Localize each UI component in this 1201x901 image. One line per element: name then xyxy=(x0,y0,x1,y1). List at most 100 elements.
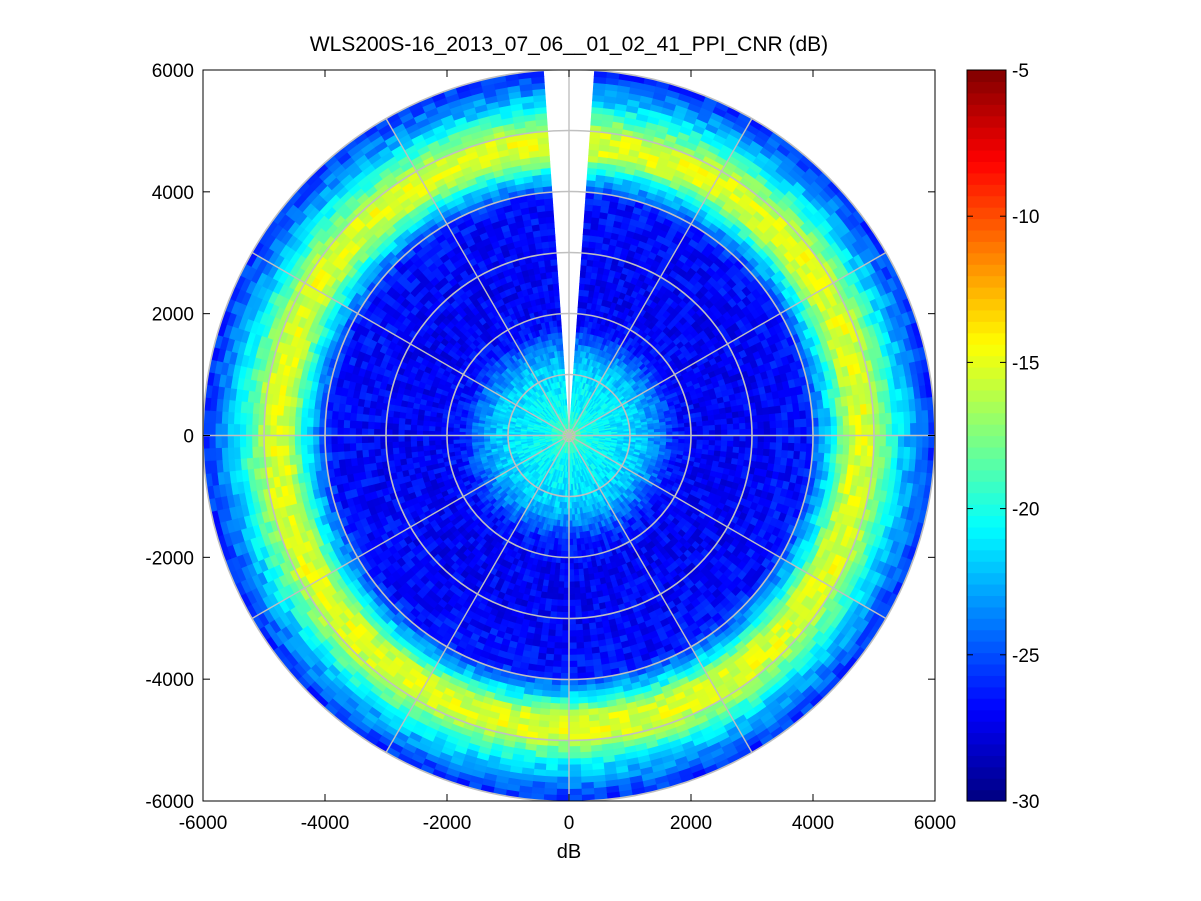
heatmap-cell xyxy=(556,599,564,607)
heatmap-cell xyxy=(550,598,558,607)
heatmap-cell xyxy=(434,435,442,441)
heatmap-cell xyxy=(653,428,661,433)
heatmap-cell xyxy=(398,446,406,454)
heatmap-cell xyxy=(434,430,442,436)
heatmap-cell xyxy=(720,424,728,431)
heatmap-cell xyxy=(708,430,716,436)
heatmap-cell xyxy=(732,446,740,454)
heatmap-cell xyxy=(551,592,559,601)
heatmap-cell xyxy=(578,568,584,576)
heatmap-cell xyxy=(739,441,747,449)
heatmap-cell xyxy=(568,575,575,583)
heatmap-cell xyxy=(547,283,555,291)
heatmap-cell xyxy=(410,451,419,458)
heatmap-cell xyxy=(696,421,704,427)
heatmap-cell xyxy=(404,423,412,431)
heatmap-cell xyxy=(579,270,587,279)
heatmap-cell xyxy=(702,425,710,432)
heatmap-cell xyxy=(702,439,710,446)
heatmap-cell xyxy=(397,435,405,442)
heatmap-cell xyxy=(568,599,576,607)
heatmap-cell xyxy=(696,435,704,441)
heatmap-cell xyxy=(553,289,560,297)
heatmap-cell xyxy=(573,575,580,583)
heatmap-cell xyxy=(554,295,560,303)
heatmap-cell xyxy=(579,276,586,285)
heatmap-cell xyxy=(739,429,747,436)
heatmap-cell xyxy=(465,438,472,444)
heatmap-cell xyxy=(583,580,591,588)
heatmap-cell xyxy=(562,599,570,607)
heatmap-cell xyxy=(562,380,566,388)
heatmap-cell xyxy=(726,446,734,454)
heatmap-cell xyxy=(572,544,578,552)
heatmap-cell xyxy=(568,593,576,601)
heatmap-cell xyxy=(554,301,561,309)
heatmap-cell xyxy=(708,435,716,441)
heatmap-cell xyxy=(403,429,411,436)
heatmap-cell xyxy=(546,277,554,285)
heatmap-cell xyxy=(672,427,680,433)
heatmap-cell xyxy=(731,411,740,419)
heatmap-cell xyxy=(545,271,553,279)
heatmap-cell xyxy=(416,424,424,431)
heatmap-cell xyxy=(715,429,722,436)
heatmap-cell xyxy=(557,587,564,595)
heatmap-cell xyxy=(559,349,564,357)
heatmap-cell xyxy=(577,562,584,570)
heatmap-cell xyxy=(557,593,564,601)
heatmap-cell xyxy=(557,331,563,339)
heatmap-cell xyxy=(558,569,565,577)
heatmap-cell xyxy=(584,586,592,594)
heatmap-cell xyxy=(702,430,710,436)
heatmap-cell xyxy=(580,258,588,266)
heatmap-cell xyxy=(416,435,423,442)
heatmap-cell xyxy=(677,423,685,429)
heatmap-cell xyxy=(404,417,412,425)
chart-title: WLS200S-16_2013_07_06__01_02_41_PPI_CNR … xyxy=(310,33,828,56)
heatmap-cell xyxy=(713,413,721,421)
heatmap-cell xyxy=(571,520,576,528)
heatmap-cell xyxy=(564,563,570,571)
cnr-heatmap-cells xyxy=(203,70,935,801)
heatmap-cell xyxy=(404,446,412,454)
heatmap-cell xyxy=(416,445,424,452)
heatmap-cell xyxy=(571,526,577,534)
heatmap-cell xyxy=(398,417,406,425)
heatmap-cell xyxy=(458,438,466,444)
heatmap-cell xyxy=(568,581,575,589)
heatmap-cell xyxy=(552,580,560,588)
heatmap-cell xyxy=(428,435,436,441)
heatmap-cell xyxy=(434,439,442,446)
heatmap-cell xyxy=(561,362,565,370)
heatmap-cell xyxy=(428,444,436,451)
heatmap-cell xyxy=(737,453,746,461)
heatmap-cell xyxy=(558,575,565,583)
heatmap-cell xyxy=(732,417,740,425)
heatmap-cell xyxy=(585,598,594,606)
heatmap-cell xyxy=(574,587,581,595)
heatmap-cell xyxy=(580,598,588,607)
heatmap-cell xyxy=(416,429,423,436)
heatmap-cell xyxy=(563,587,570,595)
heatmap-cell xyxy=(583,574,590,582)
heatmap-cell xyxy=(573,562,579,570)
heatmap-cell xyxy=(417,450,425,458)
heatmap-cell xyxy=(733,435,741,442)
heatmap-cell xyxy=(559,343,564,351)
heatmap-cell xyxy=(574,599,582,607)
heatmap-cell xyxy=(568,563,574,571)
heatmap-cell xyxy=(714,445,722,452)
heatmap-cell xyxy=(739,435,747,442)
heatmap-cell xyxy=(434,444,442,450)
heatmap-cell xyxy=(578,574,585,582)
heatmap-cell xyxy=(558,337,563,345)
heatmap-cell xyxy=(552,586,559,595)
heatmap-cell xyxy=(726,417,734,425)
heatmap-cell xyxy=(564,398,568,406)
heatmap-cell xyxy=(714,419,722,426)
heatmap-cell xyxy=(558,581,565,589)
heatmap-cell xyxy=(678,427,686,432)
heatmap-cell xyxy=(557,325,563,333)
